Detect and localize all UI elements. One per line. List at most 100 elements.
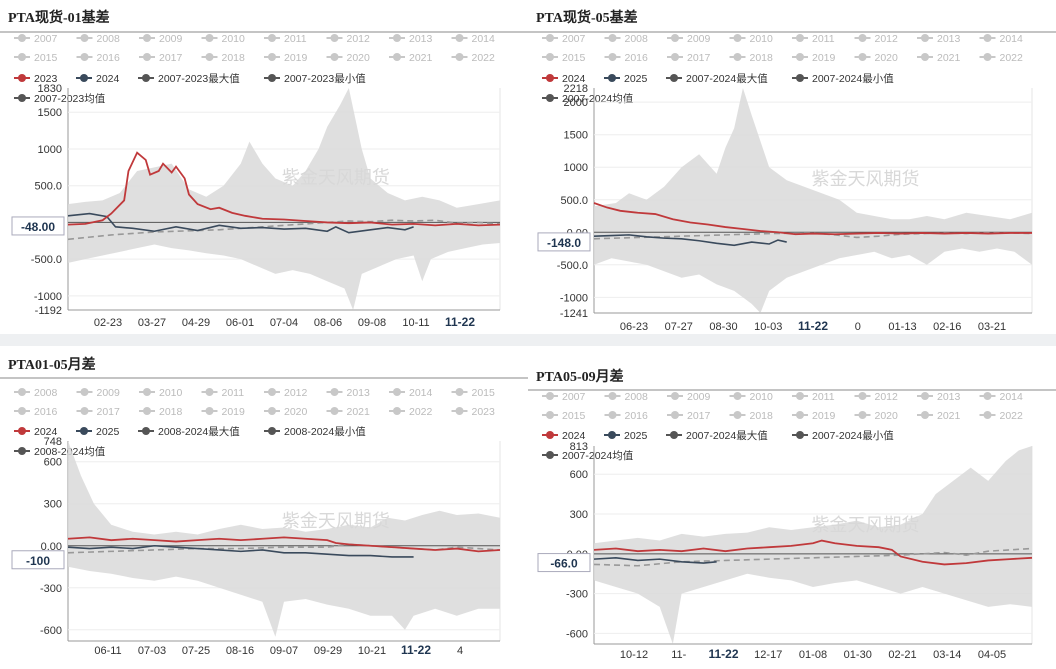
x-tick-label: 08-30: [709, 321, 737, 333]
legend-label: 2013: [937, 33, 961, 45]
legend-item-2018: 2018: [729, 52, 774, 64]
legend-item-2008-2024最大值: 2008-2024最大值: [138, 425, 240, 438]
legend-item-2021: 2021: [917, 410, 961, 422]
legend-item-2021: 2021: [326, 406, 370, 418]
x-tick-label: 07-04: [270, 317, 298, 329]
legend-dot-icon: [921, 392, 929, 400]
legend-label: 2021: [937, 52, 961, 64]
legend-item-2020: 2020: [326, 52, 370, 64]
legend-dot-icon: [546, 431, 554, 439]
legend-label: 2008: [625, 33, 649, 45]
legend-item-2007-2023均值: 2007-2023均值: [14, 92, 106, 105]
y-tick-label: -1000: [560, 292, 588, 304]
legend-dot-icon: [858, 411, 867, 419]
x-tick-label: 06-11: [94, 645, 121, 657]
chart-panel-01-05-spread: PTA01-05月差 2008 2009 2010 2011 2012 2013 2014 20…: [0, 346, 528, 669]
legend-dot-icon: [983, 411, 992, 419]
legend-item-2023: 2023: [14, 73, 58, 85]
legend-label: 2018: [750, 52, 774, 64]
legend-label: 2007-2024最小值: [812, 72, 894, 85]
legend-label: 2015: [562, 410, 586, 422]
legend-label: 2010: [750, 391, 774, 403]
x-tick-label: 04-05: [978, 649, 1006, 661]
legend-label: 2007-2023最大值: [158, 72, 240, 85]
series-next-line: [593, 234, 787, 247]
legend-label: 2014: [1000, 33, 1024, 45]
legend-item-2020: 2020: [854, 410, 899, 422]
legend-item-2010: 2010: [729, 33, 773, 45]
legend-label: 2025: [624, 73, 648, 85]
legend-dot-icon: [143, 407, 151, 415]
legend-item-2014: 2014: [451, 33, 495, 45]
legend-item-2009: 2009: [76, 387, 120, 399]
latest-value-badge-text: -148.0: [547, 236, 581, 250]
y-tick-label: 1830: [38, 83, 62, 95]
legend-dot-icon: [796, 34, 804, 42]
legend-label: 2014: [1000, 391, 1024, 403]
legend-label: 2015: [562, 52, 586, 64]
legend-dot-icon: [393, 34, 401, 42]
x-tick-label: 09-29: [314, 645, 342, 657]
x-tick-label: 09-08: [358, 317, 386, 329]
legend-item-2012: 2012: [326, 33, 370, 45]
legend-label: 2013: [347, 387, 371, 399]
legend-label: 2023: [34, 73, 58, 85]
legend-label: 2023: [472, 406, 496, 418]
x-tick-label: 4: [457, 645, 463, 657]
legend-label: 2022: [409, 406, 433, 418]
legend-dot-icon: [546, 411, 554, 419]
legend-item-2018: 2018: [729, 410, 773, 422]
legend-item-2007-2024最大值: 2007-2024最大值: [666, 429, 768, 442]
legend-item-2011: 2011: [201, 387, 244, 399]
legend-label: 2016: [625, 410, 649, 422]
series-next-line: [67, 212, 414, 234]
legend-item-2012: 2012: [854, 33, 898, 45]
legend-dot-icon: [80, 388, 89, 396]
min-max-band: [594, 88, 1032, 313]
x-tick-label: 06-23: [620, 321, 648, 333]
y-tick-label: 600: [570, 469, 588, 481]
watermark: 紫金天风期货: [812, 169, 920, 189]
x-tick-label: 08-16: [226, 645, 254, 657]
legend-dot-icon: [546, 34, 554, 42]
legend-label: 2022: [1000, 410, 1024, 422]
chart-panel-spot-05-basis: PTA现货-05基差 2007 2008 2009 2010 2011 2012 2013 20…: [528, 0, 1056, 334]
legend-label: 2018: [222, 52, 246, 64]
legend-label: 2012: [875, 391, 899, 403]
y-tick-label: 1000: [564, 162, 588, 174]
chart-svg-spot-01-basis: PTA现货-01基差 2007 2008 2009 2010 2011 2012 2013 20…: [0, 9, 528, 329]
legend-item-2016: 2016: [604, 410, 649, 422]
legend-label: 2017: [97, 406, 121, 418]
legend-item-2024: 2024: [76, 73, 120, 85]
legend-label: 2024: [562, 73, 586, 85]
panel-divider: [0, 334, 1056, 346]
latest-value-badge-text: -100: [26, 554, 50, 568]
legend-item-2022: 2022: [389, 406, 433, 418]
legend-item-2016: 2016: [604, 52, 648, 64]
legend-item-2008: 2008: [604, 391, 648, 403]
legend-label: 2020: [875, 410, 899, 422]
legend-item-2008: 2008: [604, 33, 649, 45]
legend-label: 2018: [159, 406, 183, 418]
legend-label: 2007-2023最小值: [284, 72, 366, 85]
legend-dot-icon: [608, 53, 617, 61]
legend-label: 2010: [159, 387, 183, 399]
legend-item-2013: 2013: [917, 391, 961, 403]
legend-dot-icon: [858, 53, 867, 61]
legend-item-2019: 2019: [264, 52, 308, 64]
legend-item-2024: 2024: [542, 430, 586, 442]
watermark: 紫金天风期货: [282, 511, 390, 531]
x-tick-label: 02-23: [94, 317, 122, 329]
legend-dot-icon: [80, 74, 88, 82]
x-tick-label: 11-22: [708, 647, 738, 661]
legend-item-2021: 2021: [917, 52, 961, 64]
chart-title: PTA现货-05基差: [536, 9, 638, 26]
legend-dot-icon: [393, 388, 401, 396]
y-tick-label: 748: [44, 436, 62, 448]
y-tick-label: -1192: [35, 305, 62, 317]
legend-item-2007-2024均值: 2007-2024均值: [542, 449, 634, 462]
legend-dot-icon: [796, 431, 804, 439]
y-tick-label: 500.0: [560, 195, 588, 207]
x-tick-label: 06-01: [226, 317, 254, 329]
legend-item-2015: 2015: [451, 387, 495, 399]
